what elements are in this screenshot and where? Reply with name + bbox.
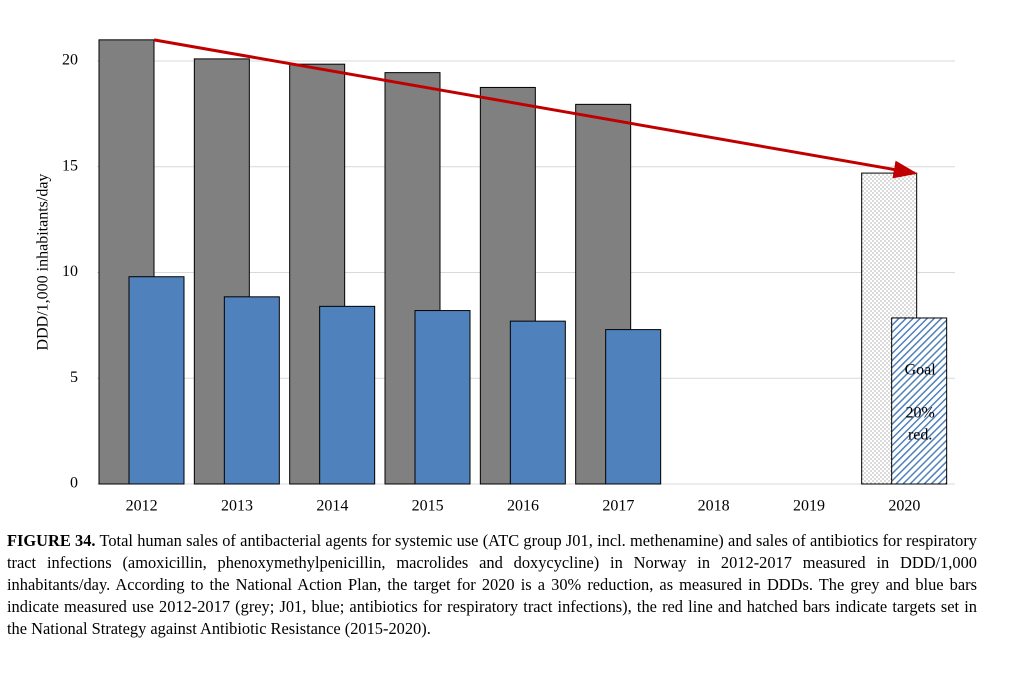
- caption: FIGURE 34. Total human sales of antibact…: [7, 530, 977, 640]
- y-tick-label: 10: [62, 263, 78, 280]
- x-tick-label: 2014: [316, 498, 348, 515]
- y-axis-label: DDD/1,000 inhabitants/day: [35, 174, 52, 351]
- x-tick-label: 2012: [126, 498, 158, 515]
- x-tick-label: 2015: [412, 498, 444, 515]
- chart: DDD/1,000 inhabitants/day 0 5 10 15 20 2012 20…: [35, 38, 955, 515]
- bar: [128, 276, 185, 485]
- x-tick-label: 2013: [221, 498, 253, 515]
- x-tick-label: 2016: [507, 498, 539, 515]
- caption-label: FIGURE 34.: [7, 531, 96, 550]
- x-tick-label: 2017: [602, 498, 634, 515]
- y-tick-label: 15: [62, 157, 78, 174]
- x-tick-label: 2020: [888, 498, 920, 515]
- trend-arrow: [153, 38, 918, 179]
- annotation: Goal: [905, 362, 937, 379]
- y-tick-label: 20: [62, 52, 78, 69]
- caption-text: Total human sales of antibacterial agent…: [7, 531, 977, 638]
- x-tick-label: 2019: [793, 498, 825, 515]
- y-tick-label: 0: [70, 475, 78, 492]
- y-tick-label: 5: [70, 369, 78, 386]
- bar: [509, 320, 566, 485]
- bar: [414, 310, 471, 485]
- bar: [605, 329, 662, 485]
- target-bar: [891, 317, 948, 485]
- bar: [223, 296, 280, 485]
- annotation: red.: [908, 427, 932, 444]
- x-tick-label: 2018: [698, 498, 730, 515]
- annotation: 20%: [906, 405, 935, 422]
- bar: [319, 305, 376, 485]
